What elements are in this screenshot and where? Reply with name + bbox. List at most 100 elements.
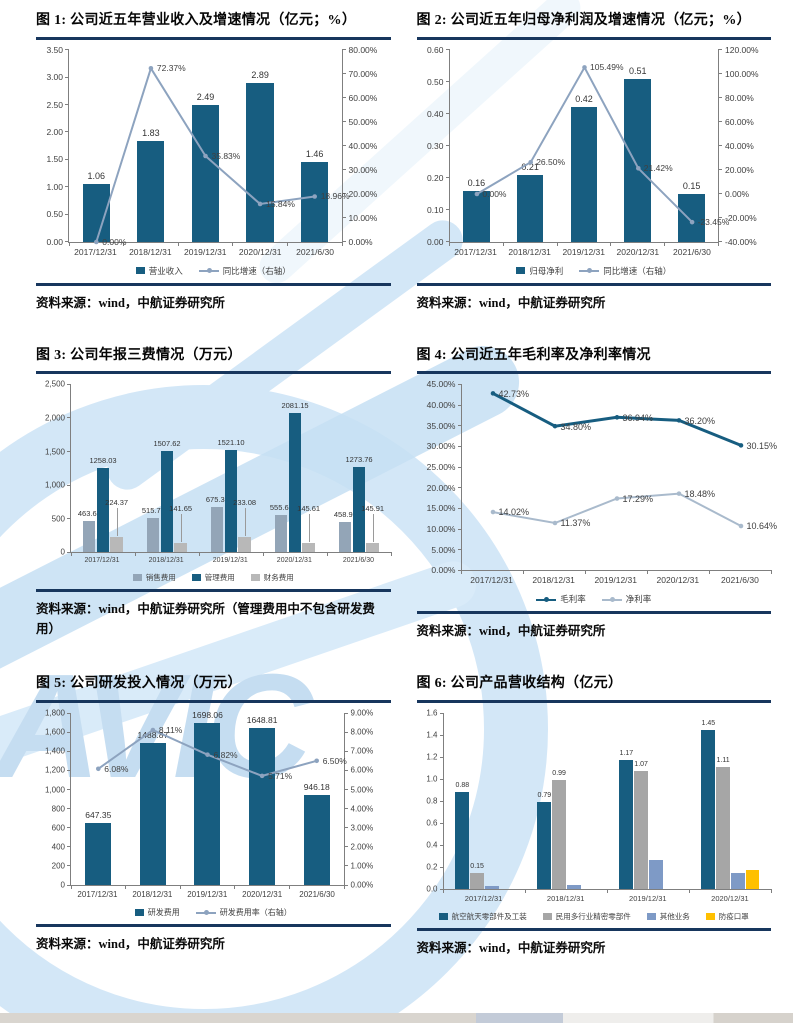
label-leader-line <box>372 513 374 542</box>
bar <box>288 412 302 553</box>
axis-tick-label: 1,000 <box>44 785 65 794</box>
legend-item: 销售费用 <box>132 572 176 583</box>
x-axis-label: 2020/12/31 <box>616 246 660 257</box>
bar <box>174 542 187 553</box>
axis-tick-label: 1.6 <box>426 708 438 718</box>
axis-tick <box>443 889 444 894</box>
data-label: 0.79 <box>537 792 552 800</box>
axis-tick-label: 7.00% <box>350 746 374 756</box>
axis-tick <box>523 570 524 575</box>
axis-tick-label: 35.00% <box>426 420 456 431</box>
data-label: 1.83 <box>142 128 160 139</box>
axis-tick <box>718 97 722 99</box>
axis-tick <box>439 778 444 780</box>
axis-tick-label: 0 <box>60 547 65 557</box>
figure-1-chart: 0.00 0.50 1.00 1.50 2.00 2.50 3.00 3.50 1.06 1.83… <box>36 45 391 277</box>
legend-label: 民用多行业精密零部件 <box>555 912 631 922</box>
axis-tick <box>288 885 290 890</box>
axis-tick <box>439 800 444 802</box>
legend-swatch <box>542 913 552 921</box>
data-label: 0.99 <box>552 770 566 778</box>
figure-1-source: 资料来源：wind，中航证券研究所 <box>36 295 225 310</box>
left-axis: 0.00 0.10 0.20 0.30 0.40 0.50 0.60 <box>417 45 449 247</box>
line-data-label: 10.64% <box>746 521 778 532</box>
axis-tick <box>439 756 444 758</box>
x-axis-label: 2019/12/31 <box>212 557 248 565</box>
plot-area: 0.88 0.79 1.17 1.45 0.15 0.99 1.07 1.11 <box>439 712 772 894</box>
figure-5-title: 图 5: 公司研发投入情况（万元） <box>36 676 242 692</box>
figure-3-title: 图 3: 公司年报三费情况（万元） <box>36 347 242 363</box>
bar <box>160 451 174 553</box>
axis-tick-label: 600 <box>51 823 65 833</box>
line-data-label: 17.29% <box>622 493 654 504</box>
figure-3-source: 资料来源：wind，中航证券研究所（管理费用中不包含研发费用） <box>36 602 375 637</box>
axis-tick-label: 8.00% <box>350 727 374 737</box>
x-axis-label: 2017/12/31 <box>464 894 503 904</box>
axis-tick <box>647 570 648 575</box>
line-data-label: 0.00% <box>102 236 127 247</box>
figure-6-title: 图 6: 公司产品营收结构（亿元） <box>416 676 623 692</box>
legend-item: 研发费用 <box>134 907 180 918</box>
axis-tick-label: 0.40 <box>426 108 444 119</box>
line-data-label: 105.49% <box>590 62 624 73</box>
axis-tick-label: 10.00% <box>426 524 456 535</box>
line-data-label: 21.42% <box>643 162 673 173</box>
axis-tick <box>709 570 710 575</box>
x-axis-label: 2018/12/31 <box>132 890 173 900</box>
data-label: 2081.15 <box>281 400 309 410</box>
plot-row: 0 500 1,000 1,500 2,000 2,500 463.67 515.71 675.… <box>36 380 392 557</box>
axis-tick <box>343 808 348 810</box>
axis-tick-label: 1,000 <box>44 480 65 490</box>
axis-tick-label: 1,500 <box>44 447 65 457</box>
axis-tick <box>134 552 136 557</box>
label-leader-line <box>180 513 182 542</box>
line-data-label: 36.20% <box>684 415 716 426</box>
axis-tick-label: 45.00% <box>426 379 456 390</box>
axis-tick-label: 30.00% <box>426 441 456 452</box>
axis-tick-label: 4.00% <box>350 804 374 814</box>
divider <box>416 282 771 286</box>
legend-item: 民用多行业精密零部件 <box>542 911 631 922</box>
figure-6-source: 资料来源：wind，中航证券研究所 <box>416 941 606 956</box>
data-label: 1.11 <box>716 756 730 764</box>
axis-tick-label: 0.50 <box>46 209 63 220</box>
axis-tick-label: 80.00% <box>725 92 754 103</box>
bar <box>485 885 499 890</box>
axis-tick <box>439 712 444 714</box>
x-axis-labels: 2017/12/31 2018/12/31 2019/12/31 2020/12/31… <box>68 247 343 257</box>
x-axis-label: 2020/12/31 <box>656 575 700 586</box>
legend-label: 销售费用 <box>145 573 176 583</box>
bar <box>96 467 110 553</box>
axis-tick-label: 0.30 <box>426 140 444 151</box>
axis-tick <box>718 49 722 51</box>
axis-tick-label: 1.4 <box>426 730 438 740</box>
bar <box>147 517 160 553</box>
bar <box>731 872 745 890</box>
axis-tick-label: 3.00% <box>350 823 374 833</box>
axis-tick <box>718 145 722 147</box>
axis-tick-label: 60.00% <box>348 92 378 103</box>
axis-tick <box>65 241 69 243</box>
axis-tick <box>343 885 345 890</box>
axis-tick <box>67 884 71 886</box>
axis-tick-label: 0.8 <box>426 796 438 806</box>
bar <box>211 507 224 553</box>
axis-tick-label: 0.50 <box>426 76 444 87</box>
axis-tick <box>65 213 69 215</box>
x-axis-label: 2021/6/30 <box>296 246 334 257</box>
axis-tick-label: 40.00% <box>725 140 754 151</box>
divider <box>416 928 771 932</box>
axis-tick-label: 500 <box>51 514 65 524</box>
line-series-svg <box>474 64 694 225</box>
axis-tick <box>262 552 264 557</box>
line-data-label: -23.45% <box>697 216 730 227</box>
axis-tick-label: 0.20 <box>426 172 444 183</box>
x-axis-label: 2019/12/31 <box>562 246 605 257</box>
x-axis-label: 2017/12/31 <box>84 557 120 565</box>
figure-5-chart: 0 200 400 600 800 1,000 1,200 1,400 1,600 1,800 64… <box>36 709 391 918</box>
axis-tick-label: 1.00% <box>350 861 374 871</box>
axis-tick <box>65 76 69 78</box>
legend-item: 其他业务 <box>646 911 690 922</box>
legend-label: 毛利率 <box>560 594 586 605</box>
line-data-label: 42.73% <box>498 388 530 399</box>
